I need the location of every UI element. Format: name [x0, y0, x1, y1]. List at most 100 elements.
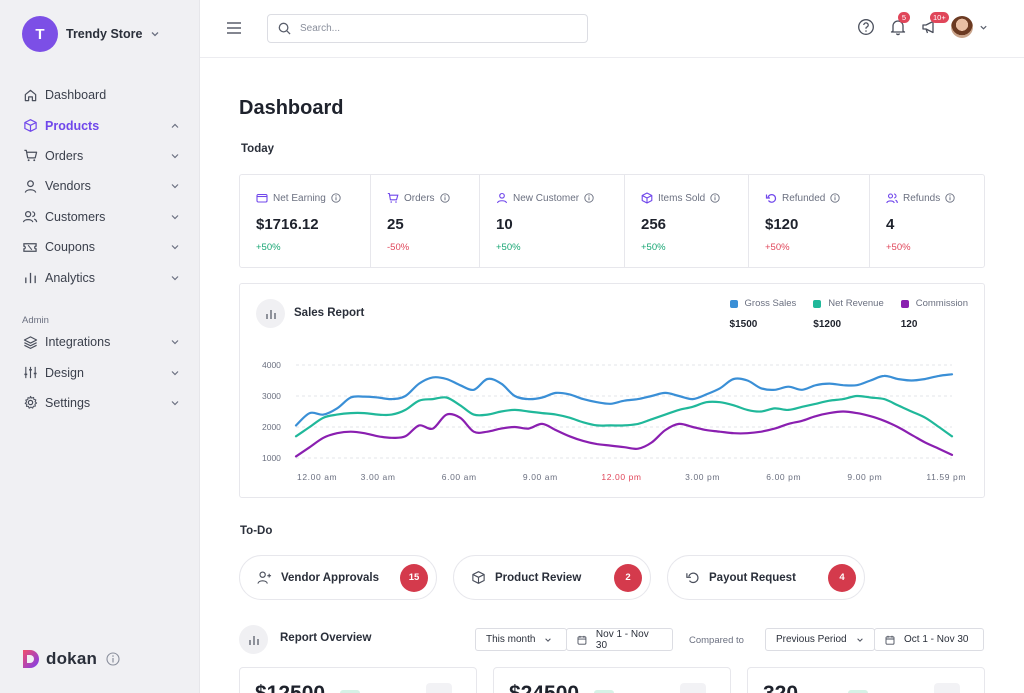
series-line-commission[interactable] [294, 410, 954, 458]
info-icon[interactable] [945, 193, 955, 203]
series-line-gross-sales[interactable] [294, 373, 954, 427]
bar-chart-icon [239, 625, 268, 654]
stat-value: 256 [641, 216, 667, 233]
stat-label: Refunds [903, 192, 941, 204]
stat-change: +50% [496, 242, 521, 253]
chevron-up-icon[interactable] [170, 121, 180, 131]
search-input[interactable] [300, 23, 560, 34]
info-icon[interactable] [710, 193, 720, 203]
overview-card-change [848, 690, 868, 693]
chevron-down-icon[interactable] [170, 151, 180, 161]
overview-card: $24500 [493, 667, 731, 693]
user-avatar[interactable] [951, 16, 973, 38]
stat-change: +50% [641, 242, 666, 253]
undo-icon [686, 572, 699, 584]
user-icon [22, 178, 38, 194]
legend-value: 120 [900, 319, 918, 330]
sales-report-title: Sales Report [294, 307, 365, 319]
todo-product-review[interactable]: Product Review 2 [453, 555, 651, 600]
chevron-down-icon[interactable] [170, 181, 180, 191]
x-tick-label: 9.00 am [523, 472, 558, 482]
compare-range-value: Oct 1 - Nov 30 [904, 634, 969, 645]
compare-date-range[interactable]: Oct 1 - Nov 30 [874, 628, 984, 651]
menu-icon[interactable] [226, 21, 242, 35]
store-name: Trendy Store [66, 27, 143, 41]
sidebar-item-dashboard[interactable]: Dashboard [22, 80, 180, 110]
stats-row: Net Earning $1716.12 +50% Orders 25 -50%… [239, 174, 985, 268]
info-icon[interactable] [331, 193, 341, 203]
compared-to-label: Compared to [689, 635, 744, 646]
sidebar-item-design[interactable]: Design [22, 357, 180, 387]
x-tick-label: 3.00 am [361, 472, 396, 482]
info-icon[interactable] [439, 193, 450, 203]
y-tick-label: 1000 [262, 453, 281, 463]
x-tick-label: 3.00 pm [685, 472, 720, 482]
sidebar-item-label: Customers [45, 209, 106, 224]
home-icon [22, 87, 38, 103]
megaphone-icon [922, 20, 934, 34]
layers-icon [22, 334, 38, 350]
stat-change: +50% [765, 242, 790, 253]
store-switcher[interactable]: T Trendy Store [22, 16, 160, 52]
todo-vendor-approvals[interactable]: Vendor Approvals 15 [239, 555, 437, 600]
chevron-down-icon[interactable] [170, 212, 180, 222]
help-icon [858, 19, 874, 35]
chevron-down-icon [151, 32, 159, 37]
sidebar-item-orders[interactable]: Orders [22, 141, 180, 171]
sidebar-item-label: Dashboard [45, 88, 107, 103]
todo-payout-request[interactable]: Payout Request 4 [667, 555, 865, 600]
stat-orders: Orders 25 -50% [371, 175, 480, 267]
info-icon[interactable] [830, 193, 841, 203]
admin-section-label: Admin [22, 315, 49, 326]
stat-net-earning: Net Earning $1716.12 +50% [240, 175, 371, 267]
sidebar-item-integrations[interactable]: Integrations [22, 327, 180, 357]
brand-name: dokan [46, 649, 98, 668]
legend-item-net-revenue[interactable]: Net Revenue $1200 [813, 298, 884, 330]
sidebar-item-customers[interactable]: Customers [22, 202, 180, 232]
stat-value: $1716.12 [256, 216, 319, 233]
sales-report-card: Sales Report Gross Sales $1500 Net Reven… [239, 283, 985, 498]
x-tick-label: 12.00 pm [601, 472, 641, 482]
overview-card: $12500 [239, 667, 477, 693]
gear-icon [22, 395, 38, 411]
chevron-down-icon[interactable] [979, 23, 988, 32]
compare-select-value: Previous Period [776, 634, 847, 645]
sales-line-chart: 1000 2000 3000 4000 12.00 am 3.00 am 6.00 am 9.… [262, 360, 965, 482]
undo-icon [765, 194, 777, 203]
chevron-down-icon[interactable] [170, 273, 180, 283]
notifications-button[interactable]: 5 [889, 12, 910, 36]
info-icon[interactable] [106, 652, 120, 666]
x-tick-label: 6.00 pm [766, 472, 801, 482]
series-line-net-revenue[interactable] [294, 394, 954, 438]
bar-chart-icon [22, 270, 38, 286]
x-tick-label: 12.00 am [297, 472, 337, 482]
legend-item-gross-sales[interactable]: Gross Sales $1500 [729, 298, 796, 330]
sidebar-item-label: Design [45, 365, 84, 380]
info-icon[interactable] [584, 193, 594, 203]
stat-label: Items Sold [658, 192, 706, 204]
sidebar-item-coupons[interactable]: Coupons [22, 232, 180, 262]
help-button[interactable] [857, 18, 875, 36]
legend-item-commission[interactable]: Commission 120 [900, 298, 968, 330]
store-avatar: T [22, 16, 58, 52]
chevron-down-icon[interactable] [170, 368, 180, 378]
sidebar-item-settings[interactable]: Settings [22, 388, 180, 418]
chevron-down-icon[interactable] [170, 242, 180, 252]
chevron-down-icon[interactable] [170, 337, 180, 347]
compare-select[interactable]: Previous Period [765, 628, 875, 651]
chevron-down-icon[interactable] [170, 398, 180, 408]
todo-heading: To-Do [240, 525, 273, 537]
announcements-button[interactable]: 10+ [921, 12, 949, 36]
cart-icon [22, 148, 38, 164]
period-date-range[interactable]: Nov 1 - Nov 30 [566, 628, 673, 651]
sidebar-item-analytics[interactable]: Analytics [22, 262, 180, 292]
sidebar-item-vendors[interactable]: Vendors [22, 171, 180, 201]
todo-count-badge: 2 [614, 563, 642, 592]
period-select[interactable]: This month [475, 628, 567, 651]
sidebar-nav: Dashboard Products Orders Vendors Custom… [22, 80, 180, 293]
stat-value: $120 [765, 216, 799, 233]
sidebar-item-label: Vendors [45, 179, 91, 194]
sidebar-item-products[interactable]: Products [22, 110, 180, 140]
search-box[interactable] [267, 14, 588, 43]
cart-icon [387, 192, 399, 203]
